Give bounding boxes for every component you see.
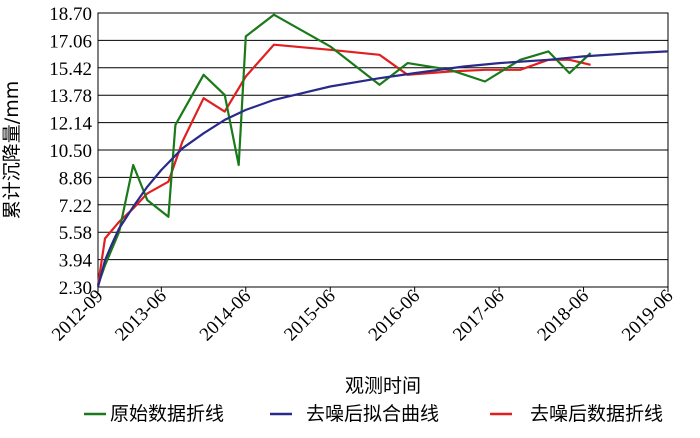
x-tick-label: 2014-06 — [196, 286, 256, 346]
series-line-1 — [96, 50, 669, 288]
y-tick-label: 18.70 — [49, 4, 92, 25]
y-tick-label: 15.42 — [49, 59, 92, 80]
legend-label-2: 去噪后数据折线 — [530, 403, 663, 425]
y-axis: 2.30 3.94 5.58 7.22 8.86 10.50 12.14 13.78 15.42… — [49, 4, 92, 299]
series-line-2 — [96, 43, 591, 286]
x-tick-label: 2018-06 — [533, 286, 593, 346]
y-axis-title: 累计沉降量/mm — [1, 81, 23, 219]
x-tick-label: 2017-06 — [449, 286, 509, 346]
series-layer — [96, 13, 669, 288]
x-tick-label: 2016-06 — [365, 286, 425, 346]
y-tick-label: 8.86 — [59, 168, 92, 189]
legend-label-1: 去噪后拟合曲线 — [306, 403, 439, 425]
y-tick-label: 2.30 — [59, 278, 92, 299]
x-tick-label: 2015-06 — [280, 286, 340, 346]
y-tick-label: 5.58 — [59, 223, 92, 244]
y-tick-label: 12.14 — [49, 114, 92, 135]
x-axis-title: 观测时间 — [345, 375, 421, 397]
y-tick-label: 17.06 — [49, 31, 92, 52]
grid-lines — [98, 39, 668, 261]
legend-label-0: 原始数据折线 — [110, 403, 224, 425]
legend: 原始数据折线 去噪后拟合曲线 去噪后数据折线 — [84, 403, 663, 425]
y-tick-label: 13.78 — [49, 86, 92, 107]
x-axis: 2012-09 2013-06 2014-06 2015-06 2016-06 2017-… — [48, 286, 678, 346]
x-tick-label: 2013-06 — [111, 286, 171, 346]
y-tick-label: 10.50 — [49, 141, 92, 162]
x-tick-label: 2019-06 — [618, 286, 678, 346]
y-tick-label: 3.94 — [59, 251, 93, 272]
y-tick-label: 7.22 — [59, 196, 92, 217]
series-line-0 — [96, 13, 592, 286]
